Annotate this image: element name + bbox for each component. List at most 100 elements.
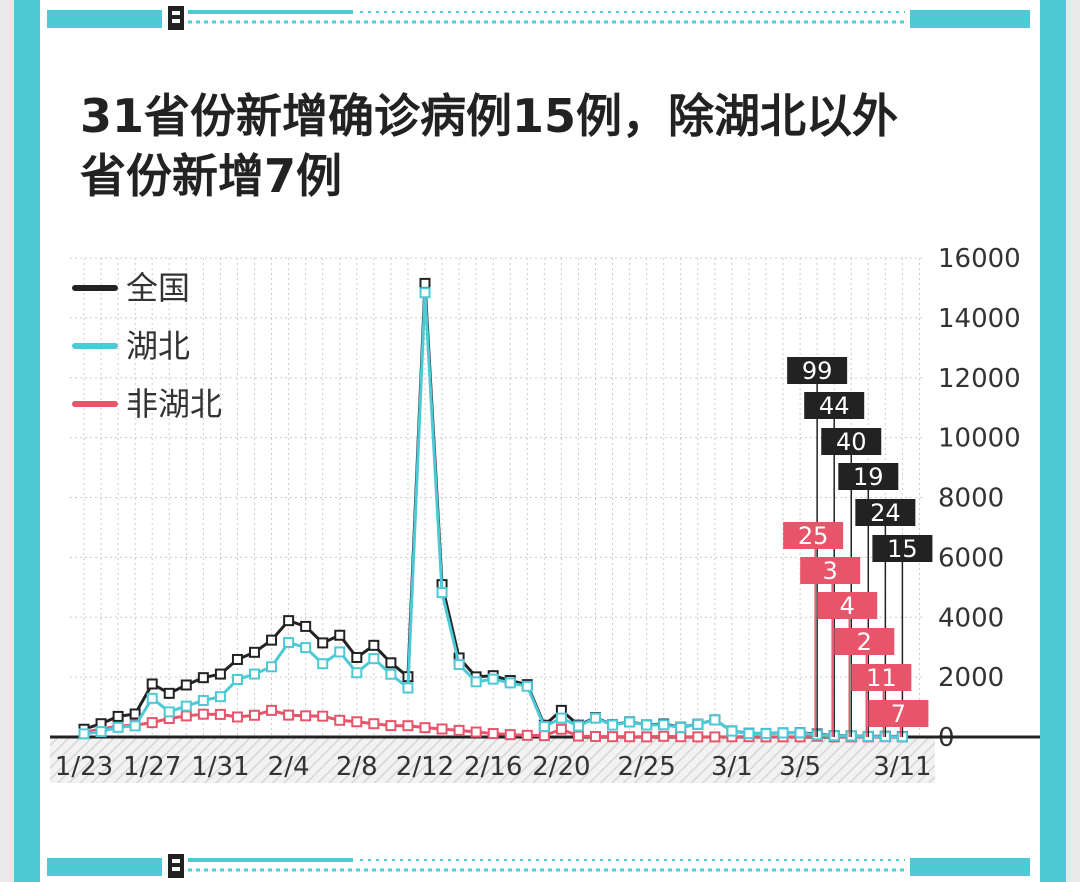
data-point xyxy=(300,620,312,632)
national-callout-label: 40 xyxy=(836,428,867,456)
national-callout-label: 44 xyxy=(819,392,850,420)
data-point xyxy=(419,287,431,299)
data-point xyxy=(129,708,141,720)
data-point xyxy=(351,667,363,679)
data-point xyxy=(180,710,192,722)
data-point xyxy=(368,653,380,665)
data-point xyxy=(607,731,619,743)
data-point xyxy=(78,728,90,740)
data-point xyxy=(146,678,158,690)
non-hubei-callout-label: 11 xyxy=(866,664,897,692)
national-callout-label: 99 xyxy=(802,357,833,385)
data-point xyxy=(266,704,278,716)
x-tick-label: 1/31 xyxy=(191,752,249,782)
non-hubei-callout-label: 3 xyxy=(823,557,838,585)
data-point xyxy=(180,700,192,712)
deco-clip xyxy=(168,6,184,30)
data-point xyxy=(146,692,158,704)
edge-strip-left xyxy=(0,0,14,882)
national-callout-box xyxy=(872,535,933,562)
data-point xyxy=(641,719,653,731)
x-tick-label: 2/25 xyxy=(617,752,675,782)
data-point xyxy=(334,629,346,641)
title-line-1: 31省份新增确诊病例15例，除湖北以外 xyxy=(80,89,899,143)
data-point xyxy=(317,710,329,722)
national-callout-box xyxy=(838,463,899,490)
data-point xyxy=(197,694,209,706)
x-tick-label: 2/20 xyxy=(532,752,590,782)
data-point xyxy=(266,661,278,673)
frame-border-left xyxy=(14,0,40,882)
x-tick-label: 3/5 xyxy=(779,752,821,782)
deco-clip-slot xyxy=(172,11,180,15)
data-point xyxy=(180,679,192,691)
x-tick-label: 2/12 xyxy=(396,752,454,782)
data-point xyxy=(402,682,414,694)
legend-label: 全国 xyxy=(126,269,190,307)
data-point xyxy=(317,637,329,649)
data-point xyxy=(129,720,141,732)
data-point xyxy=(607,719,619,731)
data-point xyxy=(231,673,243,685)
legend-swatch xyxy=(72,343,118,349)
data-point xyxy=(692,731,704,743)
data-point xyxy=(231,653,243,665)
data-point xyxy=(521,729,533,741)
x-tick-label: 1/27 xyxy=(123,752,181,782)
data-point xyxy=(692,718,704,730)
y-tick-label: 6000 xyxy=(938,543,1004,573)
data-point xyxy=(641,731,653,743)
data-point xyxy=(538,730,550,742)
chart-title: 31省份新增确诊病例15例，除湖北以外 省份新增7例 xyxy=(80,86,1020,206)
data-point xyxy=(572,730,584,742)
data-point xyxy=(436,723,448,735)
data-point xyxy=(504,677,516,689)
data-point xyxy=(726,725,738,737)
data-point xyxy=(402,720,414,732)
national-callout-box xyxy=(787,357,848,384)
data-point xyxy=(658,730,670,742)
deco-clip-slot xyxy=(172,19,180,23)
x-tick-label: 2/16 xyxy=(464,752,522,782)
data-point xyxy=(436,587,448,599)
deco-block-right xyxy=(910,10,1030,28)
data-point xyxy=(419,277,431,289)
data-point xyxy=(351,716,363,728)
national-callout-box xyxy=(855,499,916,526)
data-point xyxy=(300,642,312,654)
data-point xyxy=(572,720,584,732)
series-hubei xyxy=(78,287,908,743)
non-hubei-callout-box xyxy=(817,592,878,619)
x-tick-label: 2/8 xyxy=(336,752,378,782)
non-hubei-callout-label: 7 xyxy=(891,700,906,728)
x-tick-label: 1/23 xyxy=(55,752,113,782)
data-point xyxy=(590,730,601,742)
data-point xyxy=(487,728,499,740)
y-tick-label: 2000 xyxy=(938,663,1004,693)
data-point xyxy=(590,712,601,724)
data-point xyxy=(197,708,209,720)
data-point xyxy=(95,726,107,738)
data-point xyxy=(112,710,124,722)
national-callout-label: 24 xyxy=(870,499,901,527)
data-point xyxy=(249,646,260,658)
data-point xyxy=(197,672,209,684)
data-point xyxy=(760,728,772,740)
data-point xyxy=(709,714,721,726)
data-point xyxy=(675,721,687,733)
legend-label: 非湖北 xyxy=(126,385,222,423)
deco-clip xyxy=(168,854,184,878)
data-point xyxy=(146,717,158,729)
non-hubei-callout-box xyxy=(851,664,912,691)
data-point xyxy=(283,709,295,721)
data-point xyxy=(658,719,670,731)
data-point xyxy=(214,691,226,703)
non-hubei-callout-label: 2 xyxy=(857,628,872,656)
non-hubei-callout-box xyxy=(783,522,844,549)
title-line-2: 省份新增7例 xyxy=(80,149,343,203)
y-tick-label: 10000 xyxy=(938,424,1021,454)
non-hubei-callout-box xyxy=(800,557,861,584)
data-point xyxy=(487,673,499,685)
